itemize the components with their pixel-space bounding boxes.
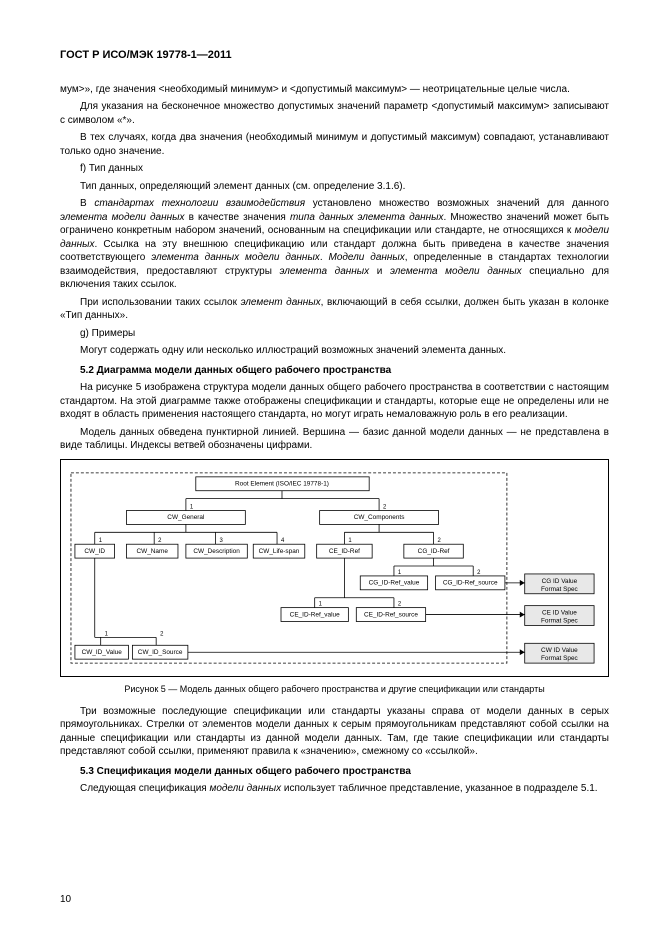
- node-cw-name: CW_Name: [137, 548, 169, 555]
- figure-5-caption: Рисунок 5 — Модель данных общего рабочег…: [60, 683, 609, 695]
- node-cw-desc: CW_Description: [193, 548, 240, 555]
- text-italic: элемент данных: [241, 297, 321, 308]
- para: Тип данных, определяющий элемент данных …: [60, 180, 609, 194]
- node-root: Root Element (ISO/IEC 19778-1): [235, 480, 329, 487]
- svg-text:4: 4: [281, 538, 285, 544]
- node-cw-general: CW_General: [167, 514, 204, 521]
- text: установлено множество возможных значений…: [305, 198, 609, 209]
- page-number: 10: [60, 893, 71, 907]
- svg-text:2: 2: [477, 570, 480, 576]
- text: В: [80, 198, 94, 209]
- text-italic: элемента данных: [280, 266, 370, 277]
- para: Для указания на бесконечное множество до…: [60, 100, 609, 127]
- node-ce-val: CE_ID-Ref_value: [290, 611, 340, 618]
- svg-text:2: 2: [383, 504, 386, 510]
- svg-text:2: 2: [398, 601, 401, 607]
- para: Могут содержать одну или несколько иллюс…: [60, 344, 609, 358]
- para: Три возможные последующие спецификации и…: [60, 705, 609, 759]
- text: При использовании таких ссылок: [80, 297, 241, 308]
- para: На рисунке 5 изображена структура модели…: [60, 381, 609, 422]
- text-italic: элемента модели данных: [390, 266, 522, 277]
- text-italic: типа данных элемента данных: [290, 212, 444, 223]
- node-cg-src: CG_ID-Ref_source: [443, 579, 498, 586]
- node-cg-val: CG_ID-Ref_value: [369, 579, 420, 586]
- svg-text:1: 1: [348, 538, 352, 544]
- list-item: g) Примеры: [60, 327, 609, 341]
- text: и: [369, 266, 390, 277]
- node-ce-idref: CE_ID-Ref: [329, 548, 360, 555]
- svg-text:3: 3: [220, 538, 224, 544]
- node-cg-idref: CG_ID-Ref: [418, 548, 450, 555]
- node-cw-idval: CW_ID_Value: [82, 649, 123, 656]
- section-5-3-title: 5.3 Спецификация модели данных общего ра…: [60, 765, 609, 779]
- text: в качестве значения: [184, 212, 289, 223]
- para: В тех случаях, когда два значения (необх…: [60, 131, 609, 158]
- svg-text:1: 1: [99, 538, 103, 544]
- text-italic: модели данных: [209, 783, 281, 794]
- section-5-2-title: 5.2 Диаграмма модели данных общего рабоч…: [60, 364, 609, 378]
- svg-text:2: 2: [158, 538, 161, 544]
- spec-cg: CG ID ValueFormat Spec: [541, 577, 579, 592]
- text-italic: элемента данных модели данных: [151, 252, 320, 263]
- figure-5-diagram: Root Element (ISO/IEC 19778-1) 1 2 CW_Ge…: [60, 459, 609, 677]
- node-cw-components: CW_Components: [354, 514, 405, 521]
- text: .: [320, 252, 329, 263]
- svg-text:2: 2: [438, 538, 441, 544]
- node-ce-src: CE_ID-Ref_source: [364, 611, 418, 618]
- node-cw-id: CW_ID: [84, 548, 105, 555]
- para: В стандартах технологии взаимодействия у…: [60, 197, 609, 292]
- list-item: f) Тип данных: [60, 162, 609, 176]
- svg-text:1: 1: [319, 601, 323, 607]
- svg-text:1: 1: [190, 504, 194, 510]
- node-cw-idsrc: CW_ID_Source: [138, 649, 183, 656]
- spec-cw: CW ID ValueFormat Spec: [541, 647, 579, 662]
- para: Модель данных обведена пунктирной линией…: [60, 426, 609, 453]
- node-cw-life: CW_Life-span: [259, 548, 300, 555]
- svg-text:1: 1: [398, 570, 402, 576]
- svg-text:2: 2: [160, 631, 163, 637]
- text-italic: стандартах технологии взаимодействия: [94, 198, 305, 209]
- text-italic: элемента модели данных: [60, 212, 184, 223]
- svg-text:1: 1: [105, 631, 109, 637]
- spec-ce: CE ID ValueFormat Spec: [541, 609, 579, 624]
- para: Следующая спецификация модели данных исп…: [60, 782, 609, 796]
- text: Следующая спецификация: [80, 783, 209, 794]
- para: мум>», где значения <необходимый минимум…: [60, 83, 609, 97]
- text-italic: Модели данных: [329, 252, 405, 263]
- text: использует табличное представление, указ…: [281, 783, 597, 794]
- doc-header: ГОСТ Р ИСО/МЭК 19778-1—2011: [60, 48, 609, 63]
- para: При использовании таких ссылок элемент д…: [60, 296, 609, 323]
